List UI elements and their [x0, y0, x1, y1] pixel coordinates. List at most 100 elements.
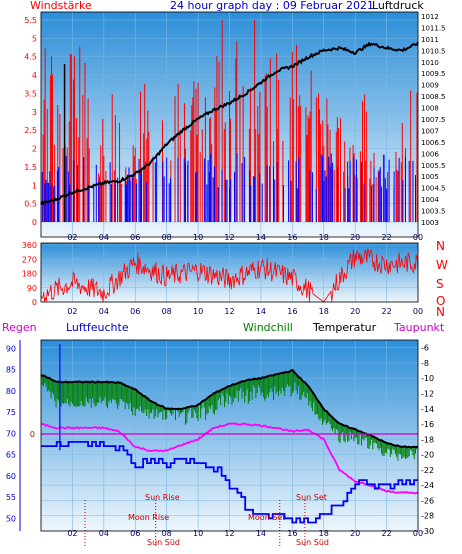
humidity-tick-4: 70	[6, 429, 16, 438]
compass-s: S	[436, 277, 444, 291]
pressure-tick-0: 1003	[421, 219, 439, 227]
wind-direction-line	[40, 248, 419, 303]
x-tick-2-6: 14	[256, 529, 266, 538]
x-tick-2-8: 18	[319, 529, 329, 538]
x-tick-2-7: 16	[287, 529, 297, 538]
wind-tick-8: 4	[32, 71, 37, 80]
x-tick-0-11: 00	[413, 233, 423, 242]
temp-tick-2: -10	[421, 374, 434, 383]
pressure-tick-17: 1011.5	[421, 24, 446, 32]
panel-border-2	[40, 339, 419, 532]
pressure-tick-9: 1007.5	[421, 116, 446, 124]
wind-tick-0: 0	[32, 218, 37, 227]
compass-o: O	[436, 294, 445, 308]
direction-tick-4: 360	[22, 241, 37, 250]
temp-tick-5: -16	[421, 420, 434, 429]
humidity-tick-0: 50	[6, 514, 16, 523]
humidity-tick-1: 55	[6, 493, 16, 502]
humidity-tick-5: 75	[6, 408, 16, 417]
pressure-line	[40, 41, 419, 206]
x-tick-2-3: 08	[162, 529, 172, 538]
regen-label: Regen	[2, 321, 37, 334]
x-tick-2-2: 06	[130, 529, 140, 538]
x-tick-0-8: 18	[319, 233, 329, 242]
x-tick-0-1: 04	[99, 233, 109, 242]
x-tick-0-0: 02	[67, 233, 77, 242]
temp-tick-6: -18	[421, 435, 434, 444]
temp-tick-4: -14	[421, 405, 434, 414]
x-tick-2-4: 10	[193, 529, 203, 538]
x-tick-1-2: 06	[130, 307, 140, 316]
compass-n-top: N	[436, 239, 445, 253]
direction-tick-1: 90	[27, 284, 37, 293]
x-tick-1-7: 16	[287, 307, 297, 316]
x-tick-2-1: 04	[99, 529, 109, 538]
sun-rise-label: Sun Rise	[145, 493, 180, 502]
temp-tick-12: -30	[421, 527, 434, 536]
humidity-tick-6: 80	[6, 387, 16, 396]
pressure-tick-4: 1005	[421, 173, 439, 181]
windstaerke-label: Windstärke	[30, 0, 92, 12]
wind-tick-4: 2	[32, 145, 37, 154]
sun-set-label: Sun Set	[296, 493, 327, 502]
x-tick-1-11: 00	[413, 307, 423, 316]
pressure-tick-2: 1004	[421, 196, 439, 204]
chart-title: 24 hour graph day : 09 Februar 2021	[170, 0, 374, 12]
direction-tick-0: 0	[32, 298, 37, 307]
x-tick-2-0: 02	[67, 529, 77, 538]
wind-tick-1: 0.5	[24, 200, 37, 209]
x-tick-1-6: 14	[256, 307, 266, 316]
temp-tick-10: -26	[421, 496, 434, 505]
pressure-tick-6: 1006	[421, 150, 439, 158]
pressure-tick-13: 1009.5	[421, 70, 446, 78]
pressure-tick-11: 1008.5	[421, 93, 446, 101]
pressure-tick-7: 1006.5	[421, 139, 446, 147]
sun-south-label: Sun Süd	[147, 538, 180, 547]
x-tick-2-9: 20	[350, 529, 360, 538]
windchill-label: Windchill	[243, 321, 293, 334]
moon-rise-label: Moon Rise	[128, 513, 169, 522]
humidity-line	[41, 441, 418, 524]
x-tick-0-7: 16	[287, 233, 297, 242]
x-tick-1-5: 12	[224, 307, 234, 316]
axes: 00.511.522.533.544.555.510031003.5100410…	[6, 11, 446, 538]
sun-south-label-2: Sun Süd	[296, 538, 329, 547]
x-tick-0-6: 14	[256, 233, 266, 242]
rain-tick-0: 0	[30, 430, 35, 439]
x-tick-1-0: 02	[67, 307, 77, 316]
wind-tick-11: 5.5	[24, 16, 37, 25]
x-tick-1-4: 10	[193, 307, 203, 316]
wind-tick-7: 3.5	[24, 89, 37, 98]
pressure-tick-15: 1010.5	[421, 47, 446, 55]
compass-w: W	[436, 258, 448, 272]
wind-tick-2: 1	[32, 181, 37, 190]
x-tick-1-9: 20	[350, 307, 360, 316]
x-tick-2-11: 00	[413, 529, 423, 538]
direction-tick-2: 180	[22, 270, 37, 279]
wind-tick-9: 4.5	[24, 53, 37, 62]
x-tick-1-1: 04	[99, 307, 109, 316]
temp-tick-8: -22	[421, 466, 434, 475]
humidity-tick-7: 85	[6, 366, 16, 375]
taupunkt-label: Taupunkt	[393, 321, 445, 334]
pressure-tick-18: 1012	[421, 13, 439, 21]
humidity-tick-2: 60	[6, 472, 16, 481]
humidity-tick-3: 65	[6, 451, 16, 460]
pressure-tick-8: 1007	[421, 127, 439, 135]
pressure-tick-5: 1005.5	[421, 162, 446, 170]
pressure-tick-16: 1011	[421, 36, 439, 44]
panel-border-0	[40, 11, 419, 238]
temp-tick-7: -20	[421, 451, 434, 460]
moon-set-label: Moon Set	[248, 513, 285, 522]
humidity-tick-8: 90	[6, 344, 16, 353]
x-tick-1-10: 22	[381, 307, 391, 316]
compass-n-bottom: N	[436, 305, 445, 319]
x-tick-2-10: 22	[381, 529, 391, 538]
panel-border-1	[40, 242, 419, 303]
pressure-tick-1: 1003.5	[421, 208, 446, 216]
pressure-tick-14: 1010	[421, 59, 439, 67]
x-tick-0-2: 06	[130, 233, 140, 242]
temp-tick-9: -24	[421, 481, 434, 490]
temp-tick-1: -8	[421, 359, 429, 368]
